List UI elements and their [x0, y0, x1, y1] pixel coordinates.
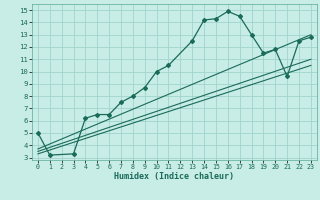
- X-axis label: Humidex (Indice chaleur): Humidex (Indice chaleur): [115, 172, 234, 181]
